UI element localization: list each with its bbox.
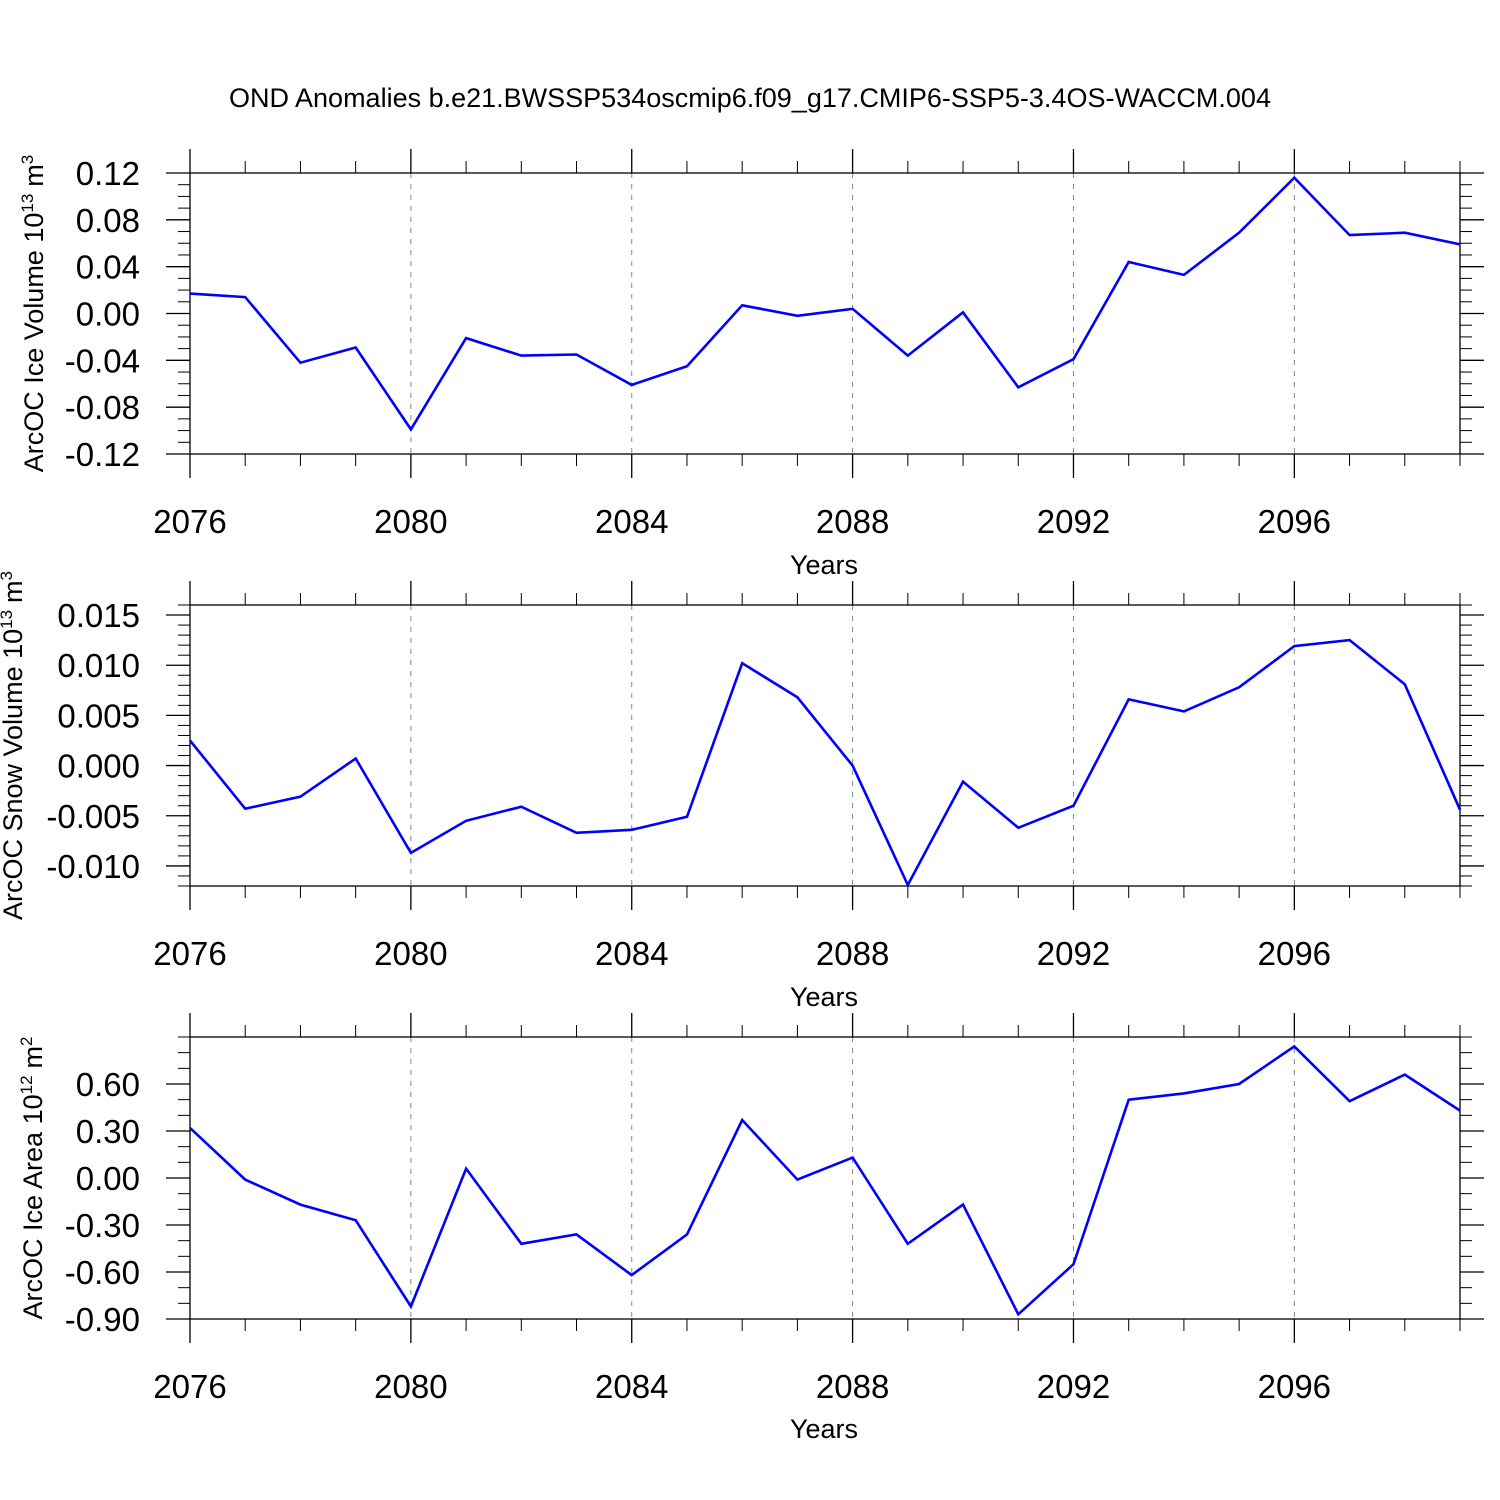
plot-frame	[189, 1036, 1461, 1320]
y-axis-title-unit-exponent: 2	[17, 1037, 36, 1046]
y-tick-label: -0.12	[65, 436, 140, 473]
y-axis-title-unit: m	[19, 164, 49, 187]
x-tick-label: 2088	[816, 503, 889, 540]
panel-2: 2076 2080 2084 2088 2092 2096 -0.010 -0.005 0.00…	[0, 571, 1484, 1012]
series-line	[188, 638, 1462, 888]
figure-title: OND Anomalies b.e21.BWSSP534oscmip6.f09_…	[229, 83, 1271, 113]
x-axis-title: Years	[790, 550, 858, 580]
x-tick-label: 2084	[595, 503, 668, 540]
y-tick-label: -0.30	[65, 1207, 140, 1244]
x-tick-label: 2096	[1258, 1368, 1331, 1405]
panel-1: 2076 2080 2084 2088 2092 2096 -0.12 -0.08 -0.04 0…	[18, 149, 1484, 580]
y-axis-title-unit-exponent: 3	[0, 571, 16, 580]
x-axis-title: Years	[790, 982, 858, 1012]
y-tick-label: 0.00	[76, 1160, 140, 1197]
series-line	[189, 175, 1461, 432]
x-tick-label: 2088	[816, 935, 889, 972]
y-axis-title-main: ArcOC Ice Volume 10	[19, 213, 49, 473]
x-tick-label: 2096	[1258, 503, 1331, 540]
plot-frame	[189, 604, 1461, 887]
x-axis-title: Years	[790, 1414, 858, 1444]
x-tick-label: 2076	[153, 935, 226, 972]
y-tick-label: 0.30	[76, 1113, 140, 1150]
x-tick-label: 2092	[1037, 503, 1110, 540]
x-tick-label: 2096	[1258, 935, 1331, 972]
x-tick-label: 2092	[1037, 1368, 1110, 1405]
y-axis-title-exponent: 13	[0, 610, 16, 629]
y-axis-title-unit: m	[18, 1046, 48, 1069]
y-tick-label: 0.010	[57, 647, 140, 684]
y-axis-title: ArcOC Ice Area 1012 m2	[17, 1037, 48, 1320]
y-axis-title-unit-exponent: 3	[18, 155, 37, 164]
y-tick-label: 0.12	[76, 155, 140, 192]
x-tick-label: 2080	[374, 503, 447, 540]
y-tick-label: 0.04	[76, 249, 140, 286]
x-tick-label: 2080	[374, 1368, 447, 1405]
x-tick-label: 2092	[1037, 935, 1110, 972]
panel-3: 2076 2080 2084 2088 2092 2096 -0.90 -0.60 -0.30 0…	[17, 1013, 1484, 1444]
y-axis-title-main: ArcOC Snow Volume 10	[0, 629, 28, 920]
x-tick-label: 2080	[374, 935, 447, 972]
y-axis-title: ArcOC Ice Volume 1013 m3	[18, 155, 49, 473]
y-axis-title-unit: m	[0, 580, 28, 603]
y-tick-label: 0.000	[57, 748, 140, 785]
y-tick-label: 0.60	[76, 1066, 140, 1103]
series-line	[189, 1044, 1461, 1317]
x-tick-label: 2076	[153, 503, 226, 540]
x-tick-label: 2084	[595, 935, 668, 972]
y-tick-label: -0.08	[65, 389, 140, 426]
y-tick-label: 0.08	[76, 202, 140, 239]
y-axis-title-exponent: 13	[18, 194, 37, 213]
y-tick-label: -0.04	[65, 342, 140, 379]
y-tick-label: 0.005	[57, 697, 140, 734]
y-tick-label: -0.90	[65, 1301, 140, 1338]
plot-frame	[189, 172, 1461, 455]
y-axis-title: ArcOC Snow Volume 1013 m3	[0, 571, 28, 920]
y-tick-label: -0.010	[46, 848, 140, 885]
y-axis-title-exponent: 12	[17, 1075, 36, 1094]
y-axis-title-main: ArcOC Ice Area 10	[18, 1094, 48, 1319]
y-tick-label: -0.005	[46, 798, 140, 835]
x-tick-label: 2076	[153, 1368, 226, 1405]
x-tick-label: 2088	[816, 1368, 889, 1405]
y-tick-label: 0.015	[57, 597, 140, 634]
x-tick-label: 2084	[595, 1368, 668, 1405]
y-tick-label: -0.60	[65, 1254, 140, 1291]
y-tick-label: 0.00	[76, 296, 140, 333]
